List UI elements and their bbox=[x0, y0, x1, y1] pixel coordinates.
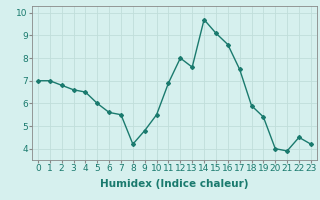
X-axis label: Humidex (Indice chaleur): Humidex (Indice chaleur) bbox=[100, 179, 249, 189]
